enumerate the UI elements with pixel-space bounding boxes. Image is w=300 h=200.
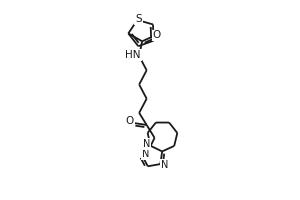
Text: S: S xyxy=(135,14,142,24)
Text: HN: HN xyxy=(125,50,141,60)
Text: N: N xyxy=(143,139,150,149)
Text: N: N xyxy=(142,149,149,159)
Text: O: O xyxy=(152,30,160,40)
Text: N: N xyxy=(160,160,168,170)
Text: O: O xyxy=(126,116,134,126)
